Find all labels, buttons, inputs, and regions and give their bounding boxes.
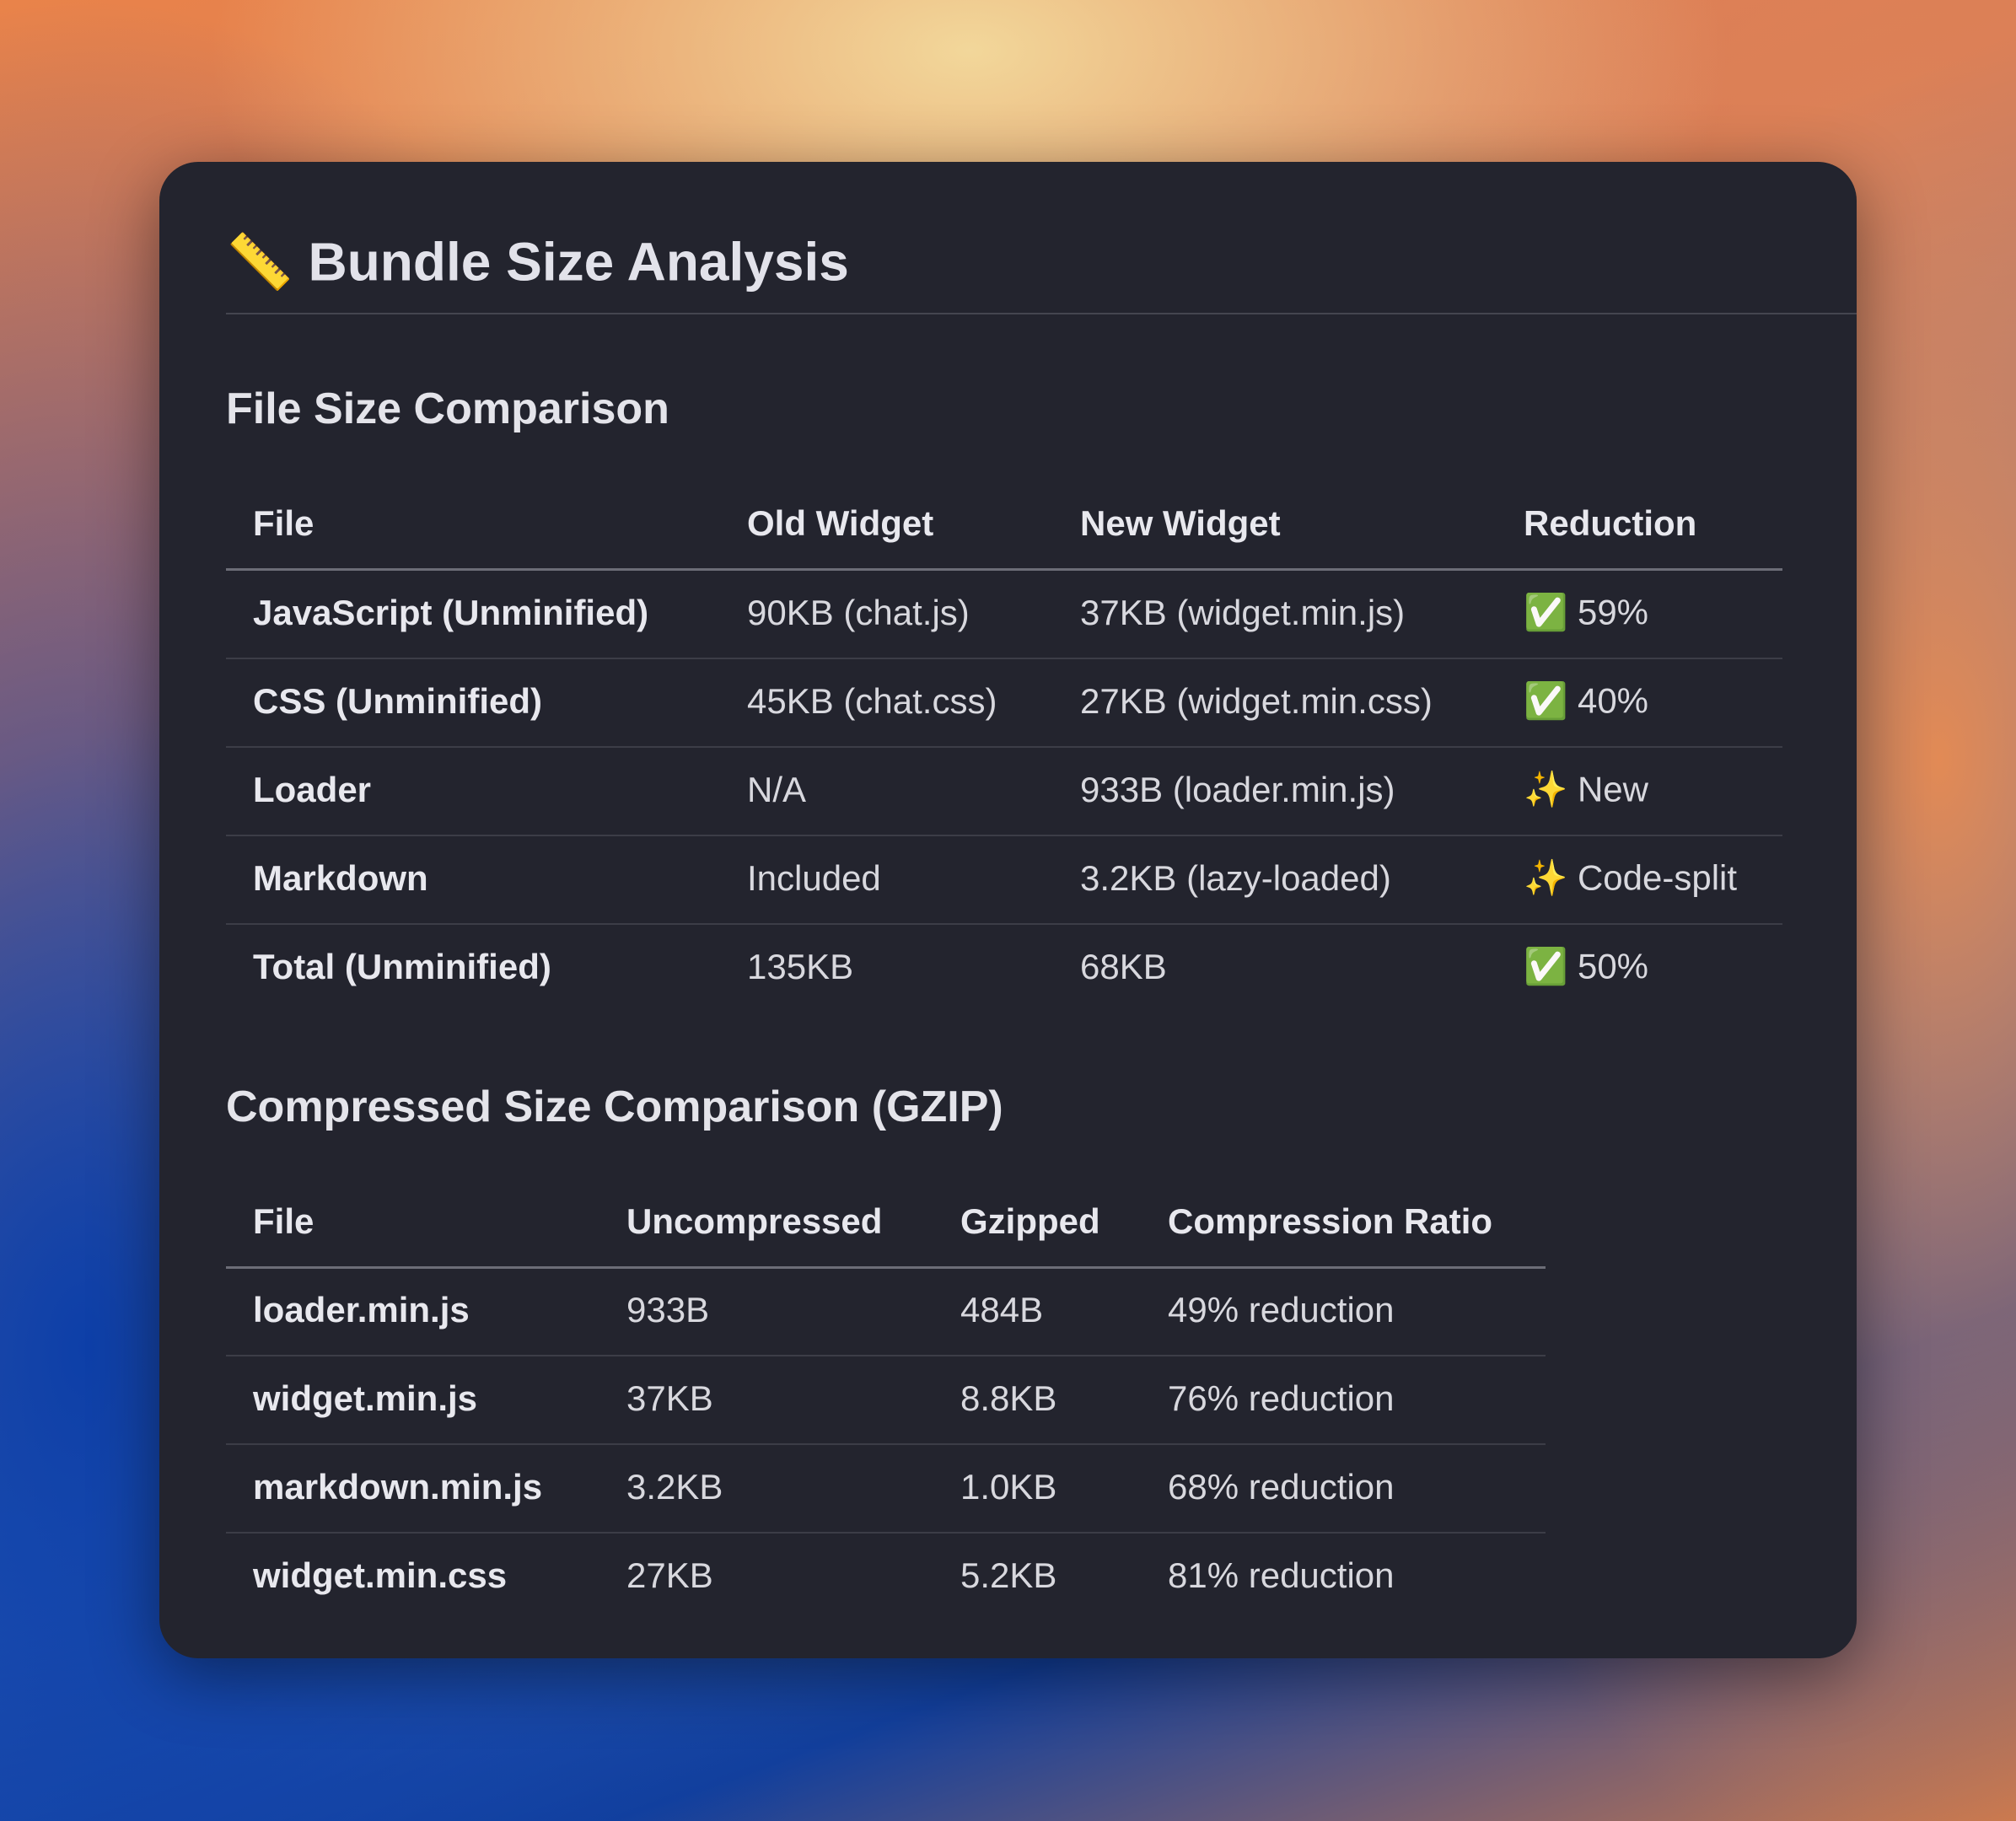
table-header-cell: File	[253, 503, 314, 543]
table-cell: Loader	[253, 770, 372, 809]
table-cell: widget.min.js	[253, 1378, 478, 1418]
table-cell: loader.min.js	[253, 1290, 470, 1329]
table-cell: 27KB	[626, 1555, 713, 1595]
title-divider	[226, 313, 1857, 314]
table-cell: 68% reduction	[1168, 1467, 1395, 1507]
document-window: 📏 Bundle Size Analysis File Size Compari…	[159, 162, 1857, 1658]
row-divider	[226, 1354, 1546, 1356]
table-cell: ✅ 59%	[1524, 592, 1649, 632]
table-cell: CSS (Unminified)	[253, 681, 542, 721]
section-heading: Compressed Size Comparison (GZIP)	[226, 1082, 1003, 1131]
table-cell: 135KB	[747, 947, 854, 986]
table-cell: 3.2KB (lazy-loaded)	[1080, 858, 1391, 898]
table-cell: JavaScript (Unminified)	[253, 593, 649, 632]
table-cell: 49% reduction	[1168, 1290, 1395, 1329]
row-divider	[226, 657, 1782, 659]
table-cell: 90KB (chat.js)	[747, 593, 970, 632]
table-header-cell: Compression Ratio	[1168, 1201, 1493, 1241]
table-cell: Markdown	[253, 858, 428, 898]
row-divider	[226, 745, 1782, 748]
table-cell: 484B	[960, 1290, 1044, 1329]
table-cell: 933B (loader.min.js)	[1080, 770, 1395, 809]
table-cell: 3.2KB	[626, 1467, 723, 1507]
section-heading: File Size Comparison	[226, 384, 669, 433]
table-cell: 37KB	[626, 1378, 713, 1418]
row-divider	[226, 1442, 1546, 1445]
header-divider	[226, 568, 1782, 571]
table-cell: Included	[747, 858, 881, 898]
table-cell: 37KB (widget.min.js)	[1080, 593, 1406, 632]
row-divider	[226, 1531, 1546, 1534]
table-header-cell: Old Widget	[747, 503, 934, 543]
table-cell: 68KB	[1080, 947, 1167, 986]
table-cell: 27KB (widget.min.css)	[1080, 681, 1433, 721]
table-header-cell: New Widget	[1080, 503, 1281, 543]
table-cell: 76% reduction	[1168, 1378, 1395, 1418]
table-cell: 5.2KB	[960, 1555, 1057, 1595]
table-cell: widget.min.css	[253, 1555, 508, 1595]
table-cell: N/A	[747, 770, 807, 809]
table-cell: ✅ 50%	[1524, 946, 1649, 986]
table-cell: 81% reduction	[1168, 1555, 1395, 1595]
table-cell: ✨ New	[1524, 769, 1648, 809]
table-header-cell: Gzipped	[960, 1201, 1100, 1241]
table-cell: Total (Unminified)	[253, 947, 551, 986]
table-cell: 45KB (chat.css)	[747, 681, 997, 721]
table-cell: ✅ 40%	[1524, 680, 1649, 721]
table-cell: 8.8KB	[960, 1378, 1057, 1418]
table-header-cell: Uncompressed	[626, 1201, 883, 1241]
table-cell: 933B	[626, 1290, 710, 1329]
row-divider	[226, 834, 1782, 836]
header-divider	[226, 1266, 1546, 1269]
table-cell: markdown.min.js	[253, 1467, 543, 1507]
table-cell: ✨ Code-split	[1524, 857, 1738, 898]
table-header-cell: Reduction	[1524, 503, 1697, 543]
table-cell: 1.0KB	[960, 1467, 1057, 1507]
row-divider	[226, 922, 1782, 925]
table-header-cell: File	[253, 1201, 314, 1241]
document-title: 📏 Bundle Size Analysis	[226, 231, 849, 293]
